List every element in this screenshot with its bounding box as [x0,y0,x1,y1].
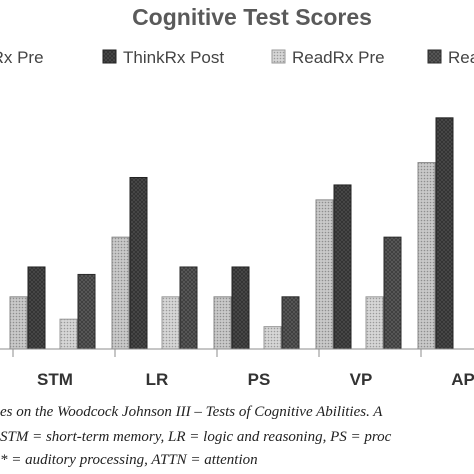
x-tick-label-vp: VP [350,370,373,389]
bar-ap-series-1 [417,162,436,350]
bar-ps-series-3 [263,326,282,350]
x-tick-label-lr: LR [146,370,169,389]
x-axis: STM LR PS VP AP [0,348,474,389]
bar-ap-series-2 [435,117,454,350]
caption-line-3: * = auditory processing, ATTN = attentio… [0,452,474,474]
caption-line-1: es on the Woodcock Johnson III – Tests o… [0,404,474,426]
caption-line-2: STM = short-term memory, LR = logic and … [0,429,474,451]
legend-label-3: ReadRx Pre [292,48,385,67]
bar-vp-series-3 [365,296,384,350]
legend-swatch-3 [271,49,286,64]
legend-label-4: ReadRx Post [448,48,474,67]
bars [9,117,454,350]
bar-ps-series-1 [213,296,232,350]
caption-text-3: * = auditory processing, ATTN = attentio… [0,452,258,468]
caption-text-1: es on the Woodcock Johnson III – Tests o… [0,404,383,420]
bar-ps-series-2 [231,266,250,350]
legend-label-2: ThinkRx Post [123,48,224,67]
bar-stm-series-2 [27,266,46,350]
caption-text-2: STM = short-term memory, LR = logic and … [0,429,392,445]
bar-ps-series-4 [281,296,300,350]
x-tick-label-ps: PS [248,370,271,389]
legend-swatch-4 [427,49,442,64]
x-tick-label-stm: STM [37,370,73,389]
x-tick-label-ap: AP [451,370,474,389]
bar-lr-series-4 [179,266,198,350]
bar-vp-series-4 [383,236,402,350]
legend-label-1: ThinkRx Pre [0,48,44,67]
chart-title: Cognitive Test Scores [132,4,372,30]
bar-stm-series-3 [59,318,78,350]
bar-lr-series-2 [129,176,148,350]
bar-stm-series-4 [77,273,96,350]
legend: ThinkRx Pre ThinkRx Post ReadRx Pre ReadRx … [0,48,474,67]
bar-lr-series-1 [111,236,130,350]
legend-swatch-2 [102,49,117,64]
bar-lr-series-3 [161,296,180,350]
bar-vp-series-2 [333,184,352,350]
bar-vp-series-1 [315,199,334,350]
bar-stm-series-1 [9,296,28,350]
